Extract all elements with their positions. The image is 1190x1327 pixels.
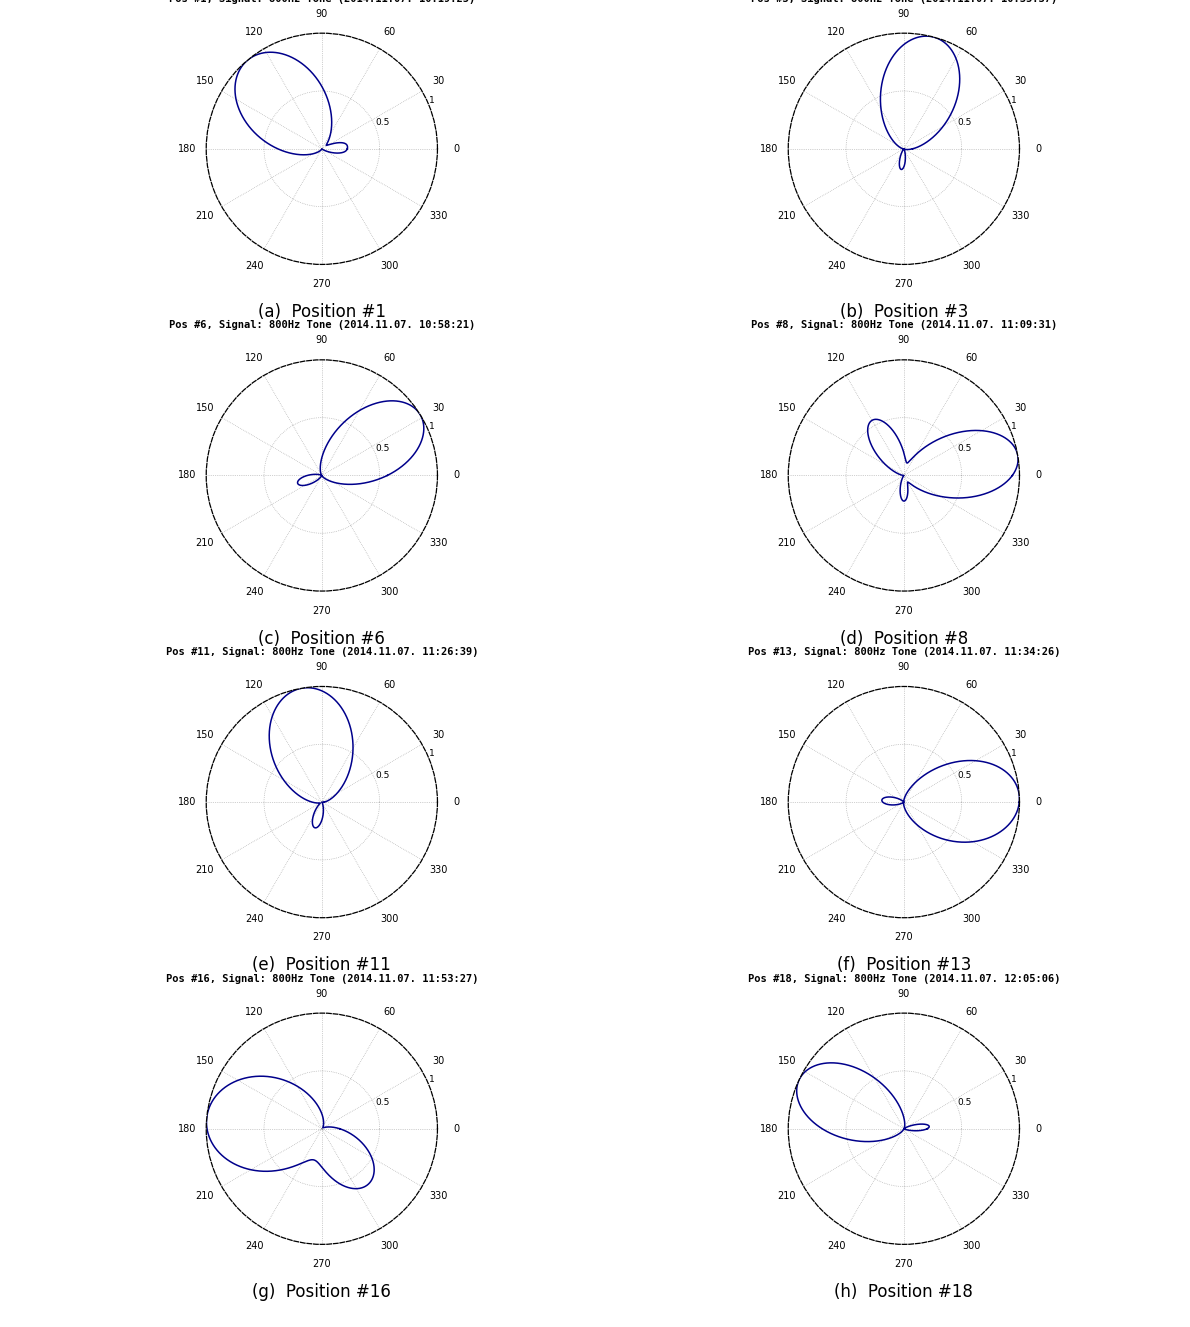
Title: Pos #8, Signal: 800Hz Tone (2014.11.07. 11:09:31): Pos #8, Signal: 800Hz Tone (2014.11.07. … (751, 320, 1057, 330)
Text: (b)  Position #3: (b) Position #3 (840, 303, 967, 321)
Text: (g)  Position #16: (g) Position #16 (252, 1283, 392, 1300)
Text: (c)  Position #6: (c) Position #6 (258, 630, 386, 648)
Text: (e)  Position #11: (e) Position #11 (252, 957, 392, 974)
Title: Pos #6, Signal: 800Hz Tone (2014.11.07. 10:58:21): Pos #6, Signal: 800Hz Tone (2014.11.07. … (169, 320, 475, 330)
Text: (d)  Position #8: (d) Position #8 (840, 630, 967, 648)
Text: (a)  Position #1: (a) Position #1 (258, 303, 386, 321)
Text: (f)  Position #13: (f) Position #13 (837, 957, 971, 974)
Title: Pos #16, Signal: 800Hz Tone (2014.11.07. 11:53:27): Pos #16, Signal: 800Hz Tone (2014.11.07.… (165, 974, 478, 983)
Text: (h)  Position #18: (h) Position #18 (834, 1283, 973, 1300)
Title: Pos #1, Signal: 800Hz Tone (2014.11.07. 10:19:25): Pos #1, Signal: 800Hz Tone (2014.11.07. … (169, 0, 475, 4)
Title: Pos #3, Signal: 800Hz Tone (2014.11.07. 10:35:37): Pos #3, Signal: 800Hz Tone (2014.11.07. … (751, 0, 1057, 4)
Title: Pos #18, Signal: 800Hz Tone (2014.11.07. 12:05:06): Pos #18, Signal: 800Hz Tone (2014.11.07.… (747, 974, 1060, 983)
Title: Pos #11, Signal: 800Hz Tone (2014.11.07. 11:26:39): Pos #11, Signal: 800Hz Tone (2014.11.07.… (165, 648, 478, 657)
Title: Pos #13, Signal: 800Hz Tone (2014.11.07. 11:34:26): Pos #13, Signal: 800Hz Tone (2014.11.07.… (747, 648, 1060, 657)
